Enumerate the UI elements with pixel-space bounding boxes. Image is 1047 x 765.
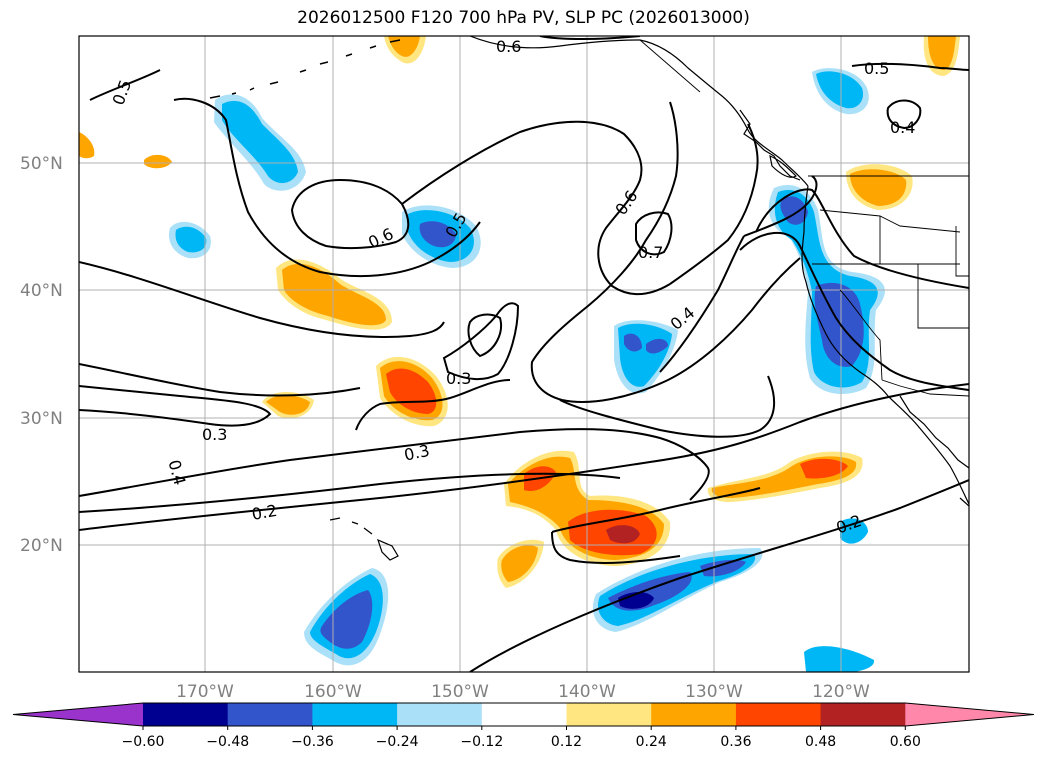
contour-0.7 bbox=[635, 211, 673, 256]
contour-0.4 bbox=[79, 261, 445, 339]
lat-label-30n: 30°N bbox=[20, 409, 63, 429]
pv-area-orange-160w bbox=[276, 259, 392, 330]
colorbar-tick-label: 0.24 bbox=[636, 734, 667, 750]
pv-area-blue-se bbox=[804, 518, 875, 672]
contour-label: 0.2 bbox=[250, 501, 278, 524]
map-frame bbox=[78, 35, 970, 673]
contour-0.4-west bbox=[79, 363, 361, 397]
alaska-canada-border bbox=[639, 39, 701, 93]
west-coast-us bbox=[801, 185, 969, 505]
contour-0.5-top bbox=[89, 36, 641, 101]
baja-gulf bbox=[899, 395, 969, 469]
contour-0.2-east bbox=[469, 479, 969, 672]
colorbar-segment bbox=[397, 703, 483, 726]
pv-area-blue-135w bbox=[614, 320, 678, 394]
lon-label-130w: 130°W bbox=[685, 682, 743, 702]
contour-0.3-west bbox=[79, 385, 272, 427]
colorbar-extend-max bbox=[905, 703, 1034, 726]
lon-label-120w: 120°W bbox=[812, 682, 870, 702]
bc-coast bbox=[739, 109, 801, 181]
contour-label: 0.3 bbox=[446, 369, 471, 388]
pv-area-orange-30n bbox=[262, 392, 314, 419]
contour-0.5-main bbox=[530, 101, 801, 403]
colorbar-segment bbox=[735, 703, 822, 726]
lon-label-140w: 140°W bbox=[558, 682, 616, 702]
vancouver-island bbox=[769, 155, 797, 178]
colorbar-tick-label: 0.36 bbox=[720, 734, 751, 750]
pv-area-orange-left-edge bbox=[79, 132, 172, 169]
contour-0.3-loop bbox=[442, 302, 520, 380]
colorbar-tick-label: −0.36 bbox=[291, 734, 334, 750]
colorbar-segment bbox=[143, 703, 229, 726]
aleutian-chain bbox=[209, 39, 401, 99]
contour-0.5-ne bbox=[851, 62, 969, 71]
colorbar-tick-label: 0.48 bbox=[805, 734, 836, 750]
colorbar-segment bbox=[227, 703, 313, 726]
contour-0.4-ne bbox=[886, 99, 922, 130]
pv-area-red-155w bbox=[376, 356, 448, 427]
pv-area-blue-ne bbox=[812, 68, 869, 115]
colorbar-tick-label: −0.48 bbox=[206, 734, 249, 750]
political-borders bbox=[639, 39, 969, 397]
state-borders bbox=[812, 209, 969, 381]
colorbar-tick-label: 0.12 bbox=[551, 734, 582, 750]
slp-contours bbox=[79, 36, 969, 672]
colorbar-extend-min bbox=[13, 703, 143, 726]
lat-label-40n: 40°N bbox=[20, 281, 63, 301]
pv-area-blue-south-tropics bbox=[592, 548, 763, 632]
colorbar-tick-label: −0.24 bbox=[376, 734, 419, 750]
contour-0.6 bbox=[401, 120, 671, 296]
pv-area-orange-small-south bbox=[497, 539, 544, 588]
colorbar-tick-label: 0.60 bbox=[890, 734, 921, 750]
pv-area-orange-east bbox=[707, 451, 863, 502]
contour-0.4-coast bbox=[755, 188, 969, 289]
contour-0.4-east bbox=[659, 175, 818, 373]
page-title: 2026012500 F120 700 hPa PV, SLP PC (2026… bbox=[297, 8, 750, 28]
colorbar-segment bbox=[312, 703, 398, 726]
graticule bbox=[79, 36, 969, 672]
contour-label: 0.5 bbox=[864, 59, 889, 78]
contour-label: 0.3 bbox=[202, 425, 227, 444]
pv-area-small-blue-west bbox=[168, 221, 211, 259]
hawaii-islands bbox=[329, 517, 399, 561]
coastlines bbox=[209, 36, 969, 561]
longitude-labels: 170°W 160°W 150°W 140°W 130°W 120°W bbox=[176, 682, 870, 702]
mexico-border bbox=[881, 379, 969, 397]
lat-label-50n: 50°N bbox=[20, 154, 63, 174]
contour-0.4-loop bbox=[467, 313, 502, 358]
lon-label-150w: 150°W bbox=[431, 682, 489, 702]
contour-0.2-lower bbox=[79, 472, 621, 513]
colorbar-segment bbox=[651, 703, 737, 726]
contour-0.5 bbox=[173, 97, 481, 278]
colorbar-segment bbox=[481, 703, 567, 726]
contour-trough bbox=[559, 375, 776, 438]
contour-0.3-mid bbox=[355, 379, 511, 431]
lon-label-160w: 160°W bbox=[304, 682, 362, 702]
contour-0.6-east bbox=[669, 123, 759, 285]
colorbar-tick-label: −0.12 bbox=[460, 734, 503, 750]
colorbar: −0.60 −0.48 −0.36 −0.24 −0.12 0.12 0.24 0.36 0.4… bbox=[12, 702, 1035, 750]
map-content: 0.6 0.5 0.5 0.4 0.6 0.5 0.6 0.7 0.4 0.3 … bbox=[79, 36, 969, 672]
mexico-coast bbox=[959, 497, 969, 507]
colorbar-segment bbox=[820, 703, 906, 726]
lon-label-170w: 170°W bbox=[176, 682, 234, 702]
colorbar-segment bbox=[566, 703, 652, 726]
contour-label: 0.6 bbox=[496, 37, 521, 56]
pv-area-blue-150w bbox=[402, 205, 481, 268]
contour-0.6-cutoff bbox=[290, 178, 410, 250]
contour-0.2-south bbox=[79, 383, 969, 531]
contour-label: 0.4 bbox=[890, 118, 915, 137]
latitude-labels: 50°N 40°N 30°N 20°N bbox=[20, 154, 63, 556]
contour-0.2-sw-close bbox=[551, 531, 681, 564]
alaska-coast bbox=[469, 36, 809, 187]
pv-positive-areas bbox=[79, 36, 960, 588]
contour-0.3 bbox=[79, 428, 710, 501]
contour-label: 0.3 bbox=[402, 441, 431, 465]
contour-0.2-sw bbox=[551, 487, 761, 533]
lat-label-20n: 20°N bbox=[20, 536, 63, 556]
contour-label: 0.7 bbox=[638, 243, 663, 262]
contour-0.3-coast bbox=[739, 231, 969, 391]
colorbar-tick-label: −0.60 bbox=[122, 734, 165, 750]
